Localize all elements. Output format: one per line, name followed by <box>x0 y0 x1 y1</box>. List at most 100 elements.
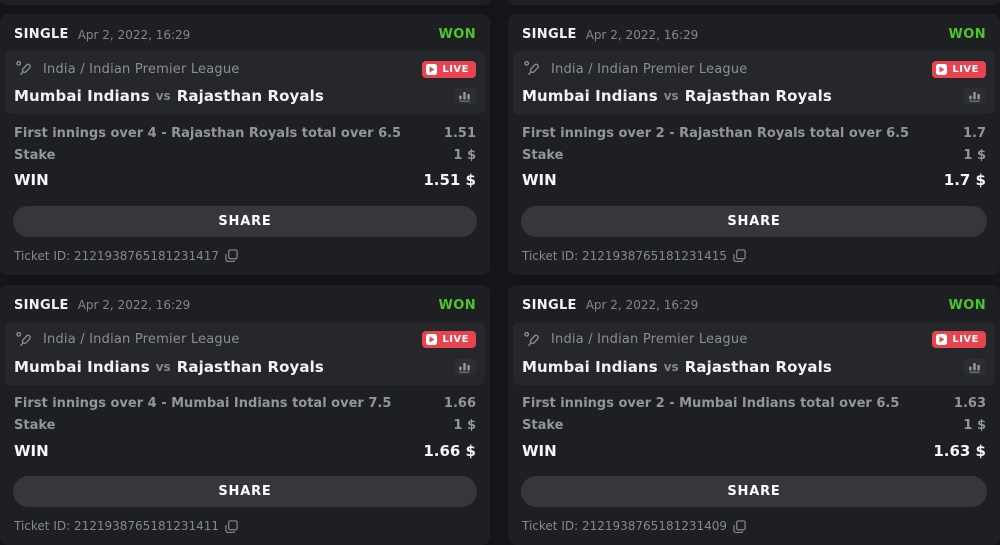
league-label: India / Indian Premier League <box>551 62 748 77</box>
cricket-bat-icon <box>522 59 542 79</box>
card-bottom-edge <box>0 0 490 5</box>
cricket-bat-icon <box>522 330 542 350</box>
ticket-id: Ticket ID: 2121938765181231409 <box>522 519 727 533</box>
ticket-row: Ticket ID: 2121938765181231415 <box>508 237 1000 275</box>
live-badge[interactable]: LIVE <box>422 331 476 348</box>
stake-label: Stake <box>522 418 563 433</box>
copy-ticket-button[interactable] <box>225 520 238 533</box>
bet-details: First innings over 4 - Rajasthan Royals … <box>0 114 490 195</box>
bar-chart-icon <box>458 361 472 373</box>
bet-type-label: SINGLE <box>522 27 577 42</box>
bet-details: First innings over 2 - Mumbai Indians to… <box>508 385 1000 466</box>
win-value: 1.66 $ <box>423 442 476 460</box>
bet-odds: 1.66 <box>444 396 476 411</box>
stake-row: Stake 1 $ <box>14 144 476 166</box>
teams-row: Mumbai Indians vs Rajasthan Royals <box>522 358 986 376</box>
win-value: 1.63 $ <box>933 442 986 460</box>
bet-row: First innings over 4 - Mumbai Indians to… <box>14 393 476 415</box>
live-badge[interactable]: LIVE <box>932 331 986 348</box>
share-button[interactable]: SHARE <box>13 206 477 237</box>
bet-slip-card: SINGLE Apr 2, 2022, 16:29 WON India / In… <box>508 285 1000 545</box>
win-row: WIN 1.66 $ <box>14 437 476 464</box>
team-home: Mumbai Indians <box>522 87 658 105</box>
teams-row: Mumbai Indians vs Rajasthan Royals <box>14 87 476 105</box>
match-panel: India / Indian Premier League LIVE Mumba… <box>513 322 995 385</box>
cricket-bat-icon <box>14 59 34 79</box>
bet-type-label: SINGLE <box>14 298 69 313</box>
ticket-id: Ticket ID: 2121938765181231415 <box>522 249 727 263</box>
bet-row: First innings over 2 - Rajasthan Royals … <box>522 122 986 144</box>
previous-row-card-edges <box>0 0 1000 5</box>
stats-button[interactable] <box>964 359 986 375</box>
team-home: Mumbai Indians <box>522 358 658 376</box>
live-label: LIVE <box>952 64 979 75</box>
stake-row: Stake 1 $ <box>522 144 986 166</box>
share-button[interactable]: SHARE <box>521 206 987 237</box>
win-value: 1.7 $ <box>944 171 986 189</box>
stake-row: Stake 1 $ <box>522 415 986 437</box>
live-label: LIVE <box>442 64 469 75</box>
status-badge: WON <box>949 27 986 42</box>
team-home: Mumbai Indians <box>14 358 150 376</box>
vs-label: vs <box>156 360 171 374</box>
ticket-row: Ticket ID: 2121938765181231411 <box>0 507 490 545</box>
status-badge: WON <box>439 27 476 42</box>
team-away: Rajasthan Royals <box>177 358 324 376</box>
bet-type-label: SINGLE <box>14 27 69 42</box>
live-badge[interactable]: LIVE <box>932 61 986 78</box>
copy-ticket-button[interactable] <box>225 249 238 262</box>
league-row: India / Indian Premier League LIVE <box>14 59 476 79</box>
copy-ticket-button[interactable] <box>733 520 746 533</box>
bet-type-label: SINGLE <box>522 298 577 313</box>
stats-button[interactable] <box>454 359 476 375</box>
copy-icon <box>733 520 746 533</box>
play-icon <box>426 334 437 345</box>
bet-date: Apr 2, 2022, 16:29 <box>78 28 191 42</box>
bet-date: Apr 2, 2022, 16:29 <box>586 28 699 42</box>
bet-description: First innings over 2 - Mumbai Indians to… <box>522 396 899 411</box>
stats-button[interactable] <box>454 88 476 104</box>
bet-slip-card: SINGLE Apr 2, 2022, 16:29 WON India / In… <box>508 14 1000 275</box>
league-row: India / Indian Premier League LIVE <box>522 59 986 79</box>
status-badge: WON <box>439 298 476 313</box>
ticket-row: Ticket ID: 2121938765181231417 <box>0 237 490 275</box>
stake-label: Stake <box>522 148 563 163</box>
play-icon <box>426 64 437 75</box>
win-row: WIN 1.63 $ <box>522 437 986 464</box>
stake-label: Stake <box>14 148 55 163</box>
bet-description: First innings over 4 - Rajasthan Royals … <box>14 126 401 141</box>
share-button[interactable]: SHARE <box>13 476 477 507</box>
card-header: SINGLE Apr 2, 2022, 16:29 WON <box>0 296 490 322</box>
league-row: India / Indian Premier League LIVE <box>14 330 476 350</box>
win-label: WIN <box>522 442 557 460</box>
card-bottom-edge <box>508 0 1000 5</box>
league-label: India / Indian Premier League <box>43 62 240 77</box>
bet-description: First innings over 4 - Mumbai Indians to… <box>14 396 391 411</box>
bet-odds: 1.51 <box>444 126 476 141</box>
bet-date: Apr 2, 2022, 16:29 <box>78 298 191 312</box>
bar-chart-icon <box>968 90 982 102</box>
status-badge: WON <box>949 298 986 313</box>
match-panel: India / Indian Premier League LIVE Mumba… <box>5 51 485 114</box>
match-panel: India / Indian Premier League LIVE Mumba… <box>513 51 995 114</box>
stats-button[interactable] <box>964 88 986 104</box>
bet-details: First innings over 4 - Mumbai Indians to… <box>0 385 490 466</box>
share-button[interactable]: SHARE <box>521 476 987 507</box>
win-value: 1.51 $ <box>423 171 476 189</box>
stake-value: 1 $ <box>453 148 476 163</box>
live-badge[interactable]: LIVE <box>422 61 476 78</box>
copy-icon <box>225 249 238 262</box>
stake-value: 1 $ <box>453 418 476 433</box>
live-label: LIVE <box>442 334 469 345</box>
bet-odds: 1.63 <box>954 396 986 411</box>
bet-row: First innings over 4 - Rajasthan Royals … <box>14 122 476 144</box>
bar-chart-icon <box>458 90 472 102</box>
card-header: SINGLE Apr 2, 2022, 16:29 WON <box>0 25 490 51</box>
bet-slip-card: SINGLE Apr 2, 2022, 16:29 WON India / In… <box>0 14 490 275</box>
copy-ticket-button[interactable] <box>733 249 746 262</box>
teams-row: Mumbai Indians vs Rajasthan Royals <box>522 87 986 105</box>
win-label: WIN <box>522 171 557 189</box>
bet-description: First innings over 2 - Rajasthan Royals … <box>522 126 909 141</box>
stake-value: 1 $ <box>963 418 986 433</box>
stake-value: 1 $ <box>963 148 986 163</box>
